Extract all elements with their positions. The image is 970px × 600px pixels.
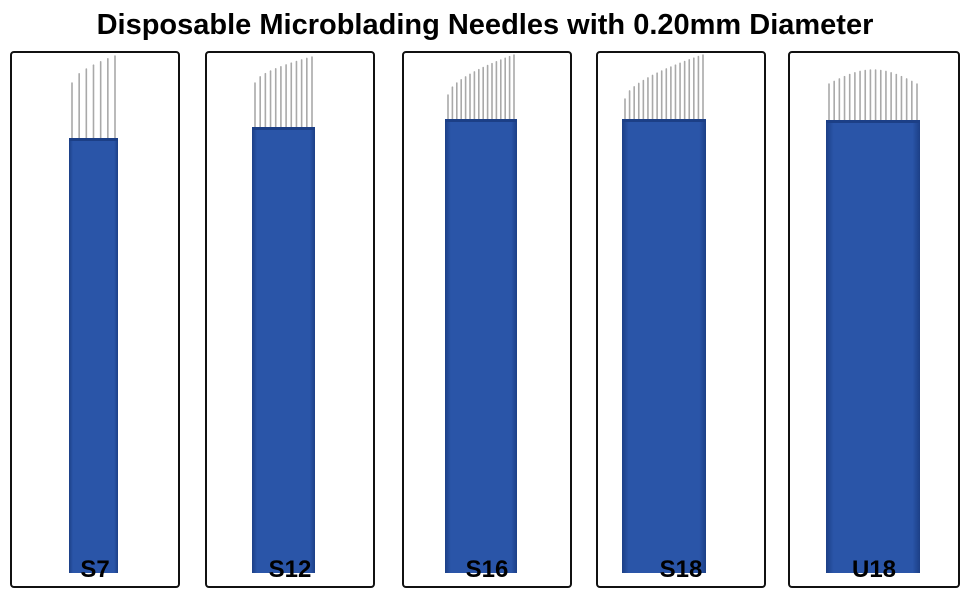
needle-panel-s12: S12: [205, 51, 375, 588]
blade-body-u18: [826, 120, 920, 573]
needle-pins-s16: [447, 54, 515, 120]
needle-pins-s12: [254, 56, 313, 128]
needle-blade-u18-image: [826, 69, 920, 573]
blade-body-s18: [622, 119, 706, 573]
needle-blade-s16-image: [445, 54, 517, 573]
needle-blade-s18-image: [622, 54, 706, 573]
needle-label-s12: S12: [268, 556, 312, 583]
needle-panel-s18: S18: [596, 51, 766, 588]
blade-top-edge-s16: [445, 119, 517, 122]
blade-top-edge-s18: [622, 119, 706, 122]
blade-top-edge-s12: [252, 127, 315, 130]
needle-panel-s7: S7: [10, 51, 180, 588]
figure-title: Disposable Microblading Needles with 0.2…: [96, 9, 874, 41]
blade-top-edge-s7: [69, 138, 118, 141]
blade-body-s7: [69, 138, 118, 573]
needle-blade-s12-image: [252, 56, 315, 573]
needle-pins-s7: [71, 55, 116, 139]
blade-body-s16: [445, 119, 517, 573]
needle-label-u18: U18: [851, 556, 897, 583]
needle-pins-s18: [624, 54, 704, 120]
blade-body-s12: [252, 127, 315, 573]
needle-label-s16: S16: [465, 556, 509, 583]
needle-blade-s7-image: [69, 55, 118, 573]
needle-label-s7: S7: [80, 556, 110, 583]
needle-panel-s16: S16: [402, 51, 572, 588]
needle-panel-u18: U18: [788, 51, 960, 588]
blade-top-edge-u18: [826, 120, 920, 123]
needle-label-s18: S18: [659, 556, 703, 583]
needle-pins-u18: [828, 69, 918, 121]
